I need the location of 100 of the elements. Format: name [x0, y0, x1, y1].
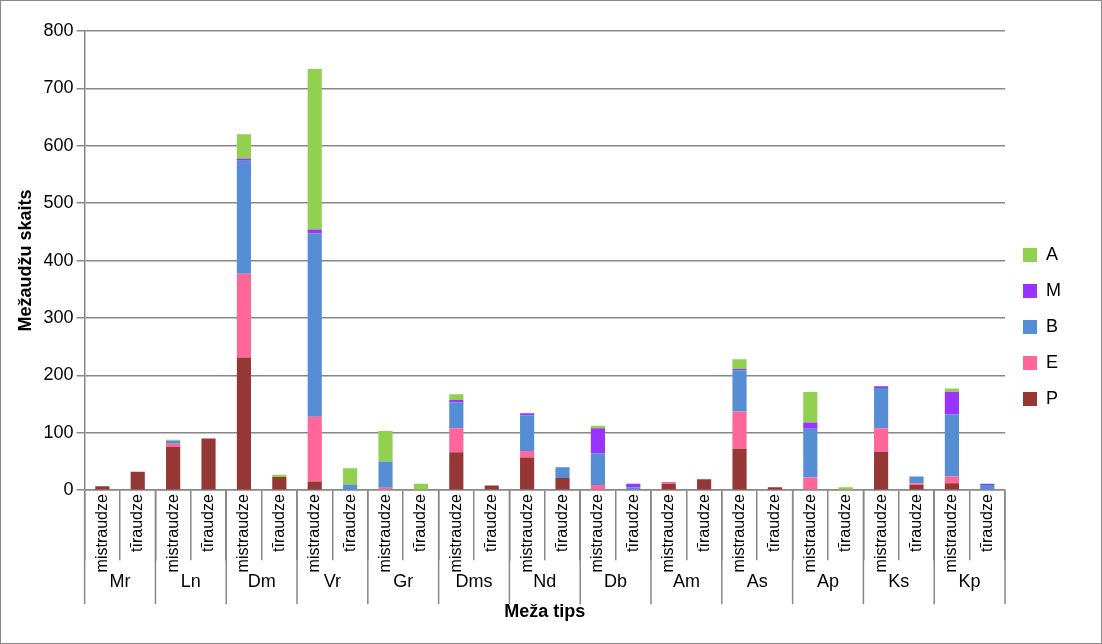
- bar: [272, 476, 287, 490]
- bar: [803, 428, 818, 478]
- x-tick-label: tīraudze: [482, 494, 500, 552]
- x-tick-label: mistraudze: [729, 494, 747, 573]
- bar: [555, 467, 570, 479]
- x-tick-label: mistraudze: [800, 494, 818, 573]
- bar: [130, 471, 145, 490]
- bar: [732, 448, 747, 490]
- bar: [944, 392, 959, 415]
- x-tick-label: tīraudze: [906, 494, 924, 552]
- x-tick-label: tīraudze: [623, 494, 641, 552]
- x-tick-label: tīraudze: [128, 494, 146, 552]
- x-axis-title: Meža tips: [504, 601, 586, 622]
- bar: [236, 160, 252, 274]
- bar: [767, 487, 782, 490]
- x-tick-label: mistraudze: [446, 494, 464, 573]
- bar: [520, 451, 535, 458]
- bar: [307, 229, 322, 234]
- legend-label: E: [1046, 351, 1059, 372]
- x-tick-label: mistraudze: [234, 494, 252, 573]
- bar: [590, 453, 605, 485]
- text: As: [746, 571, 768, 592]
- bar: [732, 411, 747, 449]
- x-tick-label: tīraudze: [340, 494, 358, 552]
- x-tick-label: tīraudze: [836, 494, 854, 552]
- bar: [803, 422, 818, 429]
- x-tick-label: tīraudze: [694, 494, 712, 552]
- bar: [590, 428, 605, 454]
- bar: [874, 387, 889, 429]
- legend-label: A: [1046, 243, 1059, 264]
- bar: [236, 273, 252, 358]
- y-tick-label: 200: [43, 364, 74, 385]
- text: Dm: [247, 571, 276, 592]
- y-tick-label: 500: [43, 192, 74, 213]
- bar: [555, 478, 570, 490]
- bar: [944, 483, 959, 490]
- y-tick-label: 0: [63, 479, 74, 500]
- bar: [95, 486, 110, 490]
- bar: [343, 484, 358, 490]
- bar: [909, 484, 924, 490]
- x-tick-label: tīraudze: [552, 494, 570, 552]
- x-tick-label: mistraudze: [163, 494, 181, 573]
- bar: [307, 416, 322, 482]
- text: Am: [672, 571, 700, 592]
- bar: [449, 452, 464, 490]
- legend-label: M: [1046, 279, 1062, 300]
- x-tick-label: mistraudze: [92, 494, 110, 573]
- text: Nd: [533, 571, 557, 592]
- bar: [343, 468, 358, 485]
- bar: [944, 476, 959, 484]
- x-tick-label: tīraudze: [269, 494, 287, 552]
- x-tick-label: mistraudze: [517, 494, 535, 573]
- bar: [520, 457, 535, 490]
- bar: [803, 392, 818, 423]
- x-tick-label: tīraudze: [765, 494, 783, 552]
- legend-label: P: [1046, 387, 1059, 408]
- text: Ap: [817, 571, 840, 592]
- bar: [307, 233, 322, 417]
- y-tick-label: 100: [43, 421, 74, 442]
- x-tick-label: tīraudze: [198, 494, 216, 552]
- bar: [449, 402, 464, 429]
- bar: [166, 447, 181, 490]
- bar: [909, 476, 924, 484]
- bar: [626, 487, 641, 490]
- text: Mr: [109, 571, 131, 592]
- bar: [732, 359, 747, 370]
- bar: [732, 370, 747, 412]
- text: Ks: [888, 571, 910, 592]
- y-axis-title: Mežaudžu skaits: [14, 189, 35, 332]
- y-tick-label: 400: [43, 249, 74, 270]
- bar: [944, 414, 959, 477]
- text: Ln: [180, 571, 201, 592]
- bar: [307, 68, 322, 230]
- text: Db: [604, 571, 628, 592]
- bar: [236, 158, 252, 161]
- bar: [874, 428, 889, 452]
- x-tick-label: tīraudze: [977, 494, 995, 552]
- bar: [449, 394, 464, 401]
- bar: [520, 413, 535, 416]
- y-tick-label: 600: [43, 134, 74, 155]
- y-tick-label: 300: [43, 306, 74, 327]
- bar: [378, 461, 393, 488]
- bar: [201, 438, 216, 490]
- bar: [697, 479, 712, 490]
- bar: [449, 428, 464, 453]
- x-tick-label: mistraudze: [871, 494, 889, 573]
- bar: [803, 477, 818, 490]
- y-tick-label: 800: [43, 19, 74, 40]
- bar: [236, 357, 252, 490]
- x-tick-label: mistraudze: [375, 494, 393, 573]
- x-tick-label: mistraudze: [659, 494, 677, 573]
- x-tick-label: mistraudze: [305, 494, 323, 573]
- bar: [838, 487, 853, 490]
- x-tick-label: tīraudze: [411, 494, 429, 552]
- text: Gr: [393, 571, 414, 592]
- bar: [378, 431, 393, 462]
- bar: [236, 134, 252, 159]
- text: Kp: [958, 571, 981, 592]
- text: Dms: [455, 571, 493, 592]
- y-tick-label: 700: [43, 77, 74, 98]
